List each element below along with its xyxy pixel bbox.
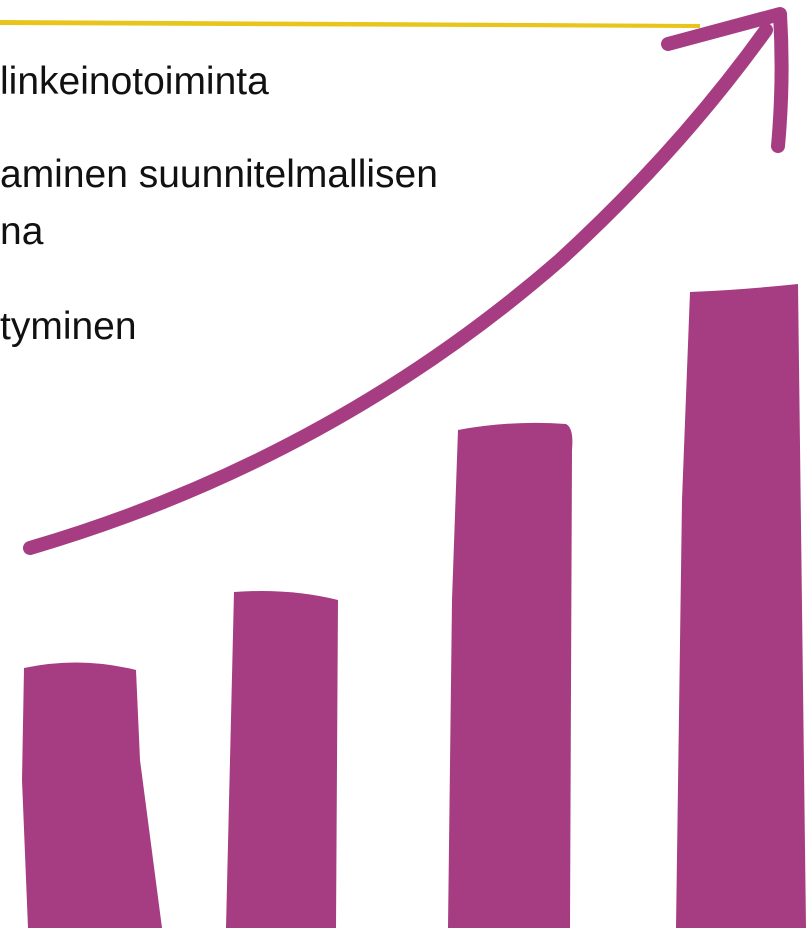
bar (448, 422, 573, 928)
bar (226, 591, 338, 928)
bullet-text: na (0, 210, 44, 253)
bullet-text: aminen suunnitelmallisen (0, 153, 438, 196)
bullet-text: tyminen (0, 305, 137, 348)
bar (676, 284, 806, 928)
bullet-text: linkeinotoiminta (0, 60, 269, 103)
arrow-head (661, 7, 789, 153)
bar (22, 662, 162, 928)
arrow (23, 23, 773, 555)
title-underline (0, 20, 700, 28)
